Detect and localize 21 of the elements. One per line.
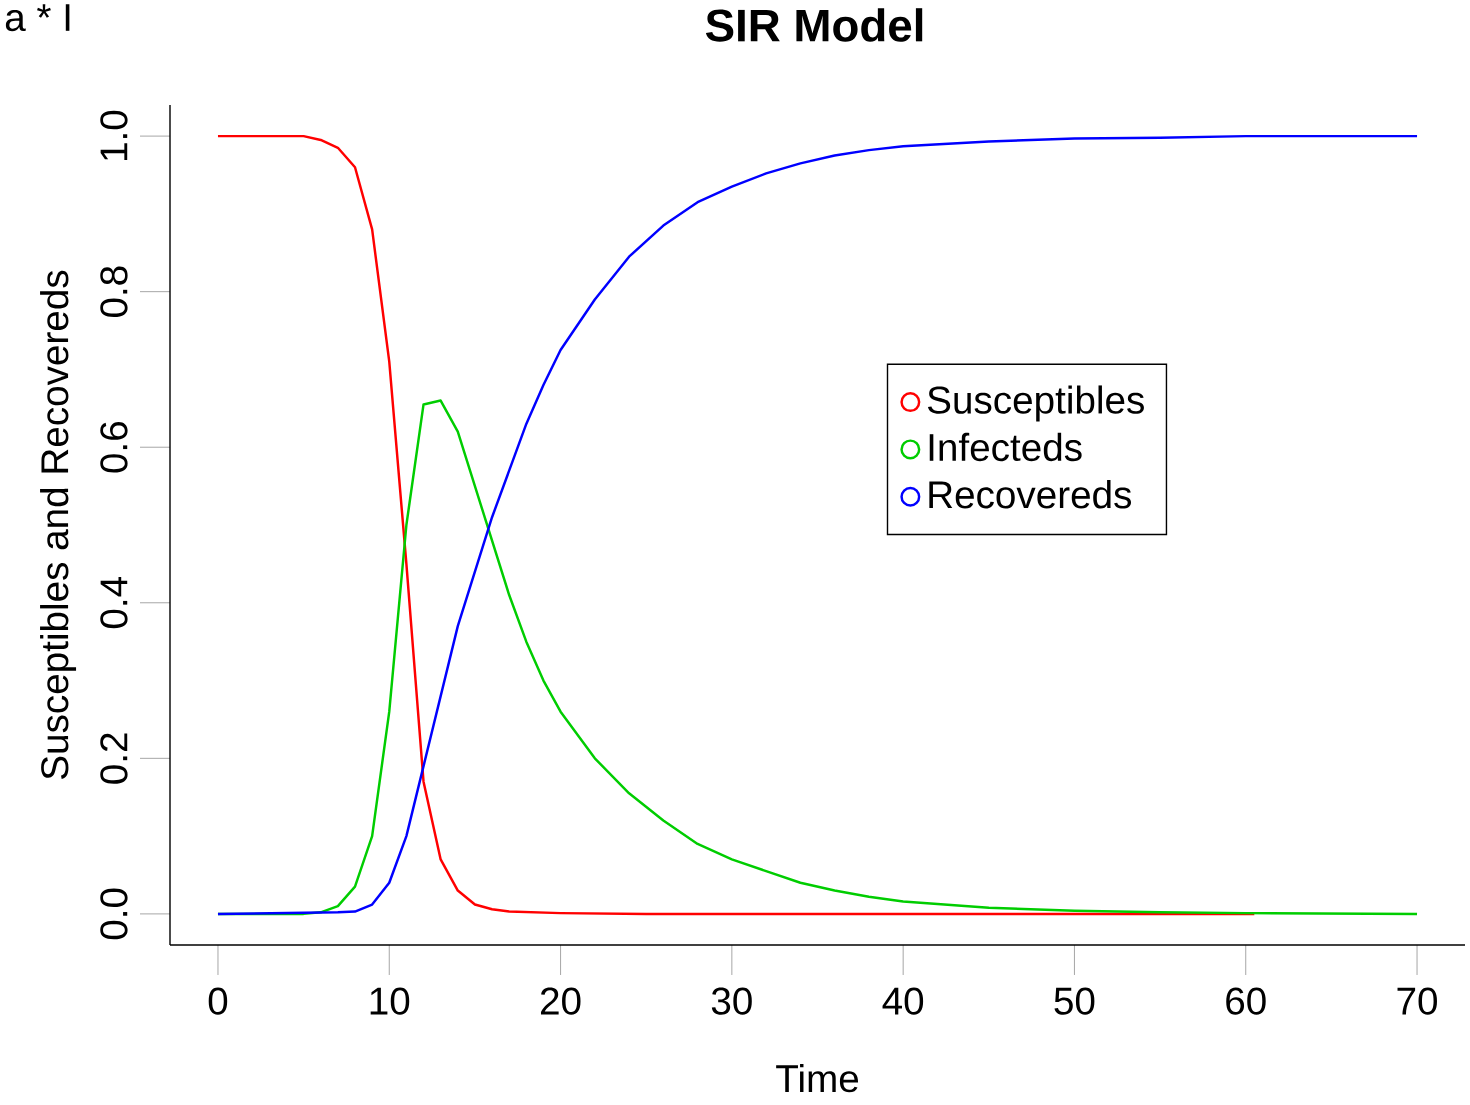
y-tick-label: 1.0: [100, 110, 128, 161]
x-tick-label: 20: [540, 987, 581, 1015]
text: a * I: [5, 4, 70, 32]
x-tick-label: 30: [711, 987, 752, 1015]
x-tick-label: 50: [1054, 987, 1095, 1015]
y-tick-label: 0.6: [100, 422, 128, 473]
x-tick-label: 60: [1226, 987, 1266, 1015]
x-tick-label: 70: [1397, 987, 1437, 1015]
legend-label: Susceptibles: [927, 385, 1144, 422]
legend-label: Recovereds: [929, 480, 1132, 509]
y-tick-label: 0.4: [100, 577, 128, 629]
x-tick-label: 0: [208, 987, 228, 1015]
y-axis-title: Susceptibles and Recovereds: [40, 270, 77, 779]
y-tick-label: 0.2: [100, 733, 128, 784]
x-tick-label: 10: [370, 987, 410, 1015]
x-axis-title: Time: [776, 1063, 859, 1093]
chart-title: SIR Model: [705, 8, 923, 42]
x-tick-label: 40: [882, 987, 924, 1015]
y-tick-label: 0.0: [100, 888, 128, 940]
y-tick-label: 0.8: [100, 266, 128, 318]
legend-label: Infecteds: [929, 432, 1082, 462]
